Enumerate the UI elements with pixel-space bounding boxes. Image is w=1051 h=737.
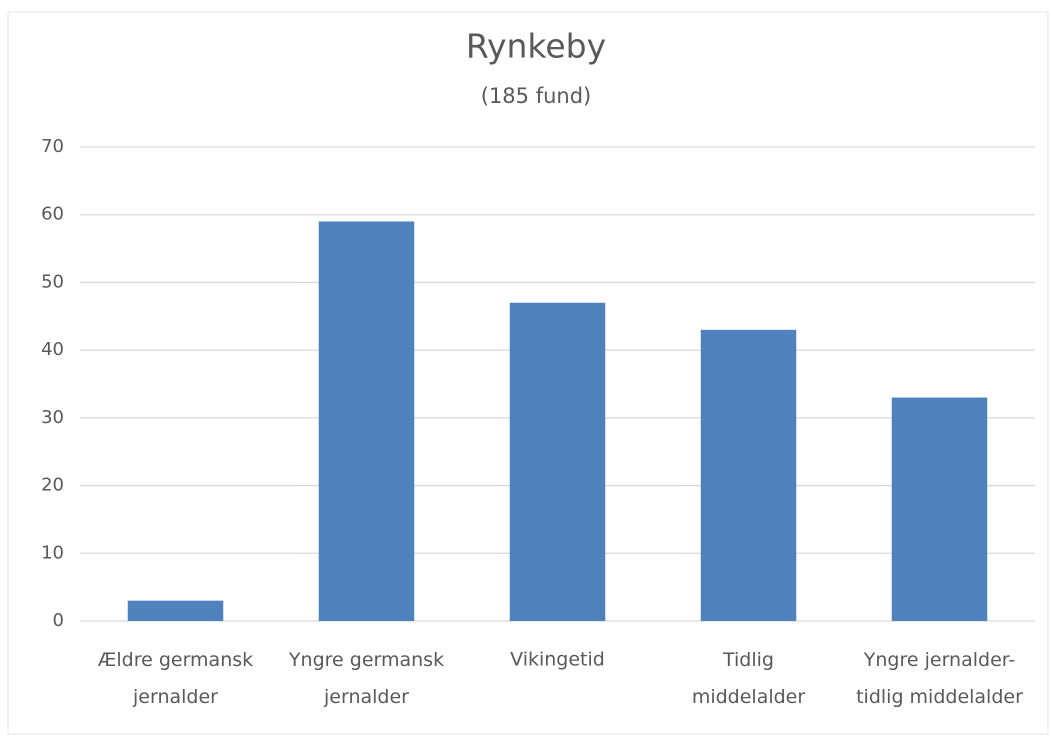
y-tick-label: 10 bbox=[41, 542, 64, 563]
x-tick-label: Tidlig middelalder bbox=[692, 649, 806, 708]
chart-title: Rynkeby bbox=[466, 27, 606, 66]
chart-border bbox=[7, 11, 1049, 735]
x-tick-label: Yngre germansk jernalder bbox=[288, 649, 444, 708]
x-tick-label: Ældre germansk jernalder bbox=[98, 649, 253, 708]
y-tick-label: 20 bbox=[41, 475, 64, 496]
y-tick-label: 70 bbox=[41, 136, 64, 157]
bar bbox=[318, 221, 415, 621]
bar bbox=[700, 329, 797, 621]
y-tick-label: 50 bbox=[41, 271, 64, 292]
bar bbox=[127, 600, 224, 621]
y-tick-label: 30 bbox=[41, 407, 64, 428]
y-tick-label: 40 bbox=[41, 339, 64, 360]
y-tick-label: 60 bbox=[41, 204, 64, 225]
x-tick-label: Yngre jernalder-tidlig middelalder bbox=[856, 649, 1023, 708]
x-tick-label: Vikingetid bbox=[510, 649, 605, 671]
bar bbox=[891, 397, 988, 621]
bar bbox=[509, 302, 606, 621]
chart-subtitle: (185 fund) bbox=[481, 84, 592, 108]
y-tick-label: 0 bbox=[53, 610, 64, 631]
